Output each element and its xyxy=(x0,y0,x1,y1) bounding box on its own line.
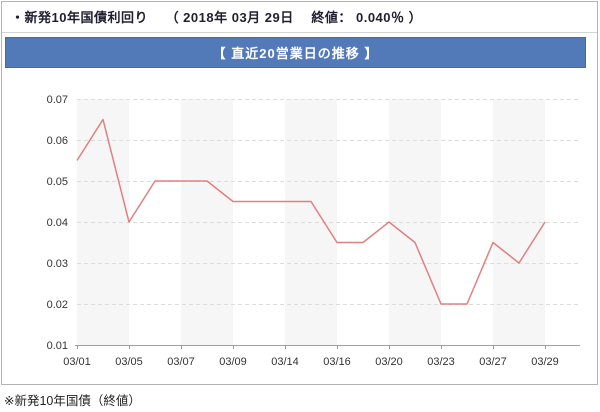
period-banner-label: 【 直近20営業日の推移 】 xyxy=(212,46,379,61)
svg-text:03/09: 03/09 xyxy=(219,356,247,368)
svg-text:03/01: 03/01 xyxy=(63,356,91,368)
y-axis-labels: 0.07 0.06 0.05 0.04 0.03 0.02 0.01 xyxy=(47,94,68,352)
svg-text:0.04: 0.04 xyxy=(47,217,68,229)
svg-text:03/14: 03/14 xyxy=(271,356,299,368)
svg-text:03/07: 03/07 xyxy=(167,356,195,368)
period-banner: 【 直近20営業日の推移 】 xyxy=(5,37,586,68)
x-axis xyxy=(75,345,580,349)
svg-text:0.05: 0.05 xyxy=(47,176,68,188)
x-axis-labels: 03/01 03/05 03/07 03/09 03/14 03/16 03/20 03/23… xyxy=(63,356,559,368)
svg-text:03/05: 03/05 xyxy=(115,356,143,368)
svg-text:03/16: 03/16 xyxy=(323,356,351,368)
svg-text:0.02: 0.02 xyxy=(47,299,68,311)
svg-text:0.03: 0.03 xyxy=(47,258,68,270)
bond-yield-panel: ・新発10年国債利回り （ 2018年 03月 29日 終値： 0.040％ ）… xyxy=(1,1,598,385)
page-title: ・新発10年国債利回り （ 2018年 03月 29日 終値： 0.040％ ） xyxy=(2,2,597,33)
svg-text:03/20: 03/20 xyxy=(375,356,403,368)
svg-text:0.06: 0.06 xyxy=(47,135,68,147)
svg-text:0.07: 0.07 xyxy=(47,94,68,106)
svg-text:03/23: 03/23 xyxy=(427,356,455,368)
yield-line xyxy=(76,118,546,305)
svg-text:03/27: 03/27 xyxy=(479,356,507,368)
svg-text:03/29: 03/29 xyxy=(531,356,559,368)
svg-text:0.01: 0.01 xyxy=(47,340,68,352)
chart-area: 0.07 0.06 0.05 0.04 0.03 0.02 0.01 03/01 03/05 03… xyxy=(2,66,597,384)
footer-note: ※新発10年国債（終値） xyxy=(4,394,141,408)
